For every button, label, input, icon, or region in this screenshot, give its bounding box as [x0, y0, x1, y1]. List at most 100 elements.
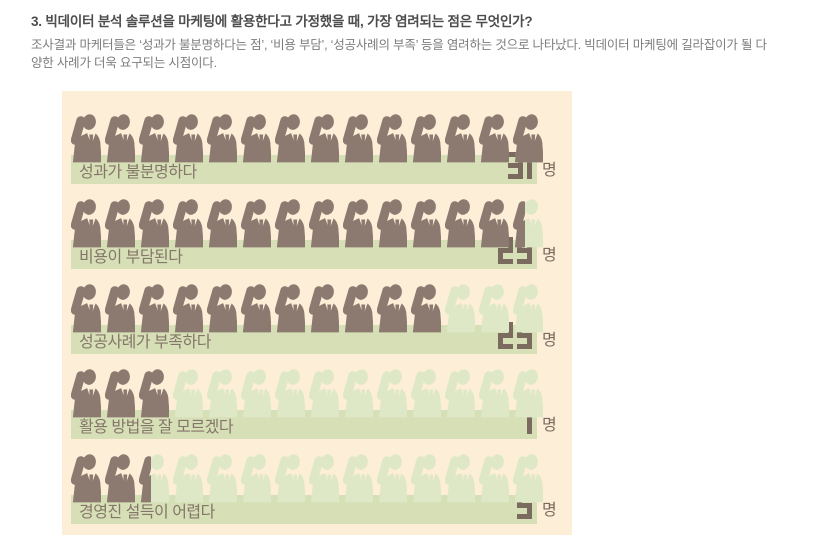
pictogram-strip	[71, 113, 547, 163]
person-icon	[445, 199, 475, 248]
question-heading: 3. 빅데이터 분석 솔루션을 마케팅에 활용한다고 가정했을 때, 가장 염려…	[31, 14, 533, 29]
person-icon	[139, 454, 151, 503]
person-icon	[445, 114, 475, 163]
person-icon	[173, 199, 203, 248]
person-icon	[479, 369, 509, 418]
pictogram-strip-filled	[71, 198, 525, 248]
pictogram-strip-filled	[71, 113, 547, 163]
person-icon	[241, 454, 271, 503]
person-icon	[173, 114, 203, 163]
body-text-line-2: 양한 사례가 더욱 요구되는 시점이다.	[31, 55, 217, 70]
person-icon	[241, 199, 271, 248]
person-icon	[207, 454, 237, 503]
person-icon	[343, 284, 373, 333]
person-icon	[411, 114, 441, 163]
person-icon	[275, 114, 305, 163]
person-icon	[513, 454, 543, 503]
pictogram-strip	[71, 368, 547, 418]
value-unit-suffix: 명	[542, 417, 557, 434]
person-icon	[275, 369, 305, 418]
person-icon	[377, 114, 407, 163]
person-icon	[309, 114, 339, 163]
person-icon	[513, 199, 525, 248]
person-icon	[275, 454, 305, 503]
person-icon	[241, 284, 271, 333]
person-icon	[445, 284, 475, 333]
person-icon	[71, 454, 101, 503]
chart-row: 활용 방법을 잘 모르겠다 명	[71, 368, 572, 439]
person-icon	[411, 284, 441, 333]
chart-row: 경영진 설득이 어렵다 명	[71, 453, 572, 524]
pictogram-strip-filled	[71, 453, 151, 503]
chart-row: 성과가 불분명하다 명	[71, 113, 572, 184]
chart-row: 비용이 부담된다 명	[71, 198, 572, 269]
chart-row: 성공사례가 부족하다 명	[71, 283, 572, 354]
person-icon	[105, 454, 135, 503]
person-icon	[105, 369, 135, 418]
person-icon	[207, 199, 237, 248]
person-icon	[377, 369, 407, 418]
category-label: 비용이 부담된다	[79, 248, 183, 266]
person-icon	[309, 369, 339, 418]
person-icon	[71, 369, 101, 418]
person-icon	[173, 369, 203, 418]
person-icon	[377, 284, 407, 333]
person-icon	[377, 454, 407, 503]
person-icon	[309, 284, 339, 333]
value-unit-suffix: 명	[542, 162, 557, 179]
pictogram-strip	[71, 453, 547, 503]
pictogram-strip-filled	[71, 368, 173, 418]
person-icon	[309, 454, 339, 503]
pictogram-strip-filled	[71, 283, 445, 333]
person-icon	[343, 199, 373, 248]
value-unit-suffix: 명	[542, 332, 557, 349]
person-icon	[513, 114, 543, 163]
person-icon	[479, 454, 509, 503]
person-icon	[241, 114, 271, 163]
person-icon	[343, 454, 373, 503]
person-icon	[445, 454, 475, 503]
person-icon	[139, 114, 169, 163]
person-icon	[105, 199, 135, 248]
person-icon	[173, 454, 203, 503]
person-icon	[411, 199, 441, 248]
person-icon	[445, 369, 475, 418]
person-icon	[207, 284, 237, 333]
person-icon	[309, 199, 339, 248]
category-label: 성과가 불분명하다	[79, 163, 197, 181]
person-icon	[241, 369, 271, 418]
person-icon	[71, 284, 101, 333]
person-icon	[139, 199, 169, 248]
person-icon	[343, 369, 373, 418]
person-icon	[411, 454, 441, 503]
pictogram-strip	[71, 198, 547, 248]
person-icon	[479, 114, 509, 163]
person-icon	[207, 114, 237, 163]
person-icon	[343, 114, 373, 163]
person-icon	[479, 199, 509, 248]
person-icon	[139, 369, 169, 418]
category-label: 활용 방법을 잘 모르겠다	[79, 418, 234, 436]
pictogram-strip	[71, 283, 547, 333]
article-header: 3. 빅데이터 분석 솔루션을 마케팅에 활용한다고 가정했을 때, 가장 염려…	[31, 13, 814, 72]
person-icon	[105, 114, 135, 163]
category-label: 성공사례가 부족하다	[79, 333, 211, 351]
person-icon	[207, 369, 237, 418]
value-unit-suffix: 명	[542, 502, 557, 519]
category-label: 경영진 설득이 어렵다	[79, 503, 215, 521]
survey-pictogram-chart: 성과가 불분명하다 명 비용이 부담된다 명 성공사례가 부족하다 명 활용 방법을 잘 모…	[62, 91, 572, 535]
person-icon	[71, 199, 101, 248]
person-icon	[513, 284, 543, 333]
person-icon	[275, 199, 305, 248]
person-icon	[479, 284, 509, 333]
person-icon	[105, 284, 135, 333]
value-unit-suffix: 명	[542, 247, 557, 264]
person-icon	[513, 369, 543, 418]
person-icon	[377, 199, 407, 248]
person-icon	[173, 284, 203, 333]
person-icon	[275, 284, 305, 333]
person-icon	[139, 284, 169, 333]
person-icon	[71, 114, 101, 163]
body-text-line-1: 조사결과 마케터들은 ‘성과가 불분명하다는 점’, ‘비용 부담’, ‘성공사…	[31, 38, 767, 52]
